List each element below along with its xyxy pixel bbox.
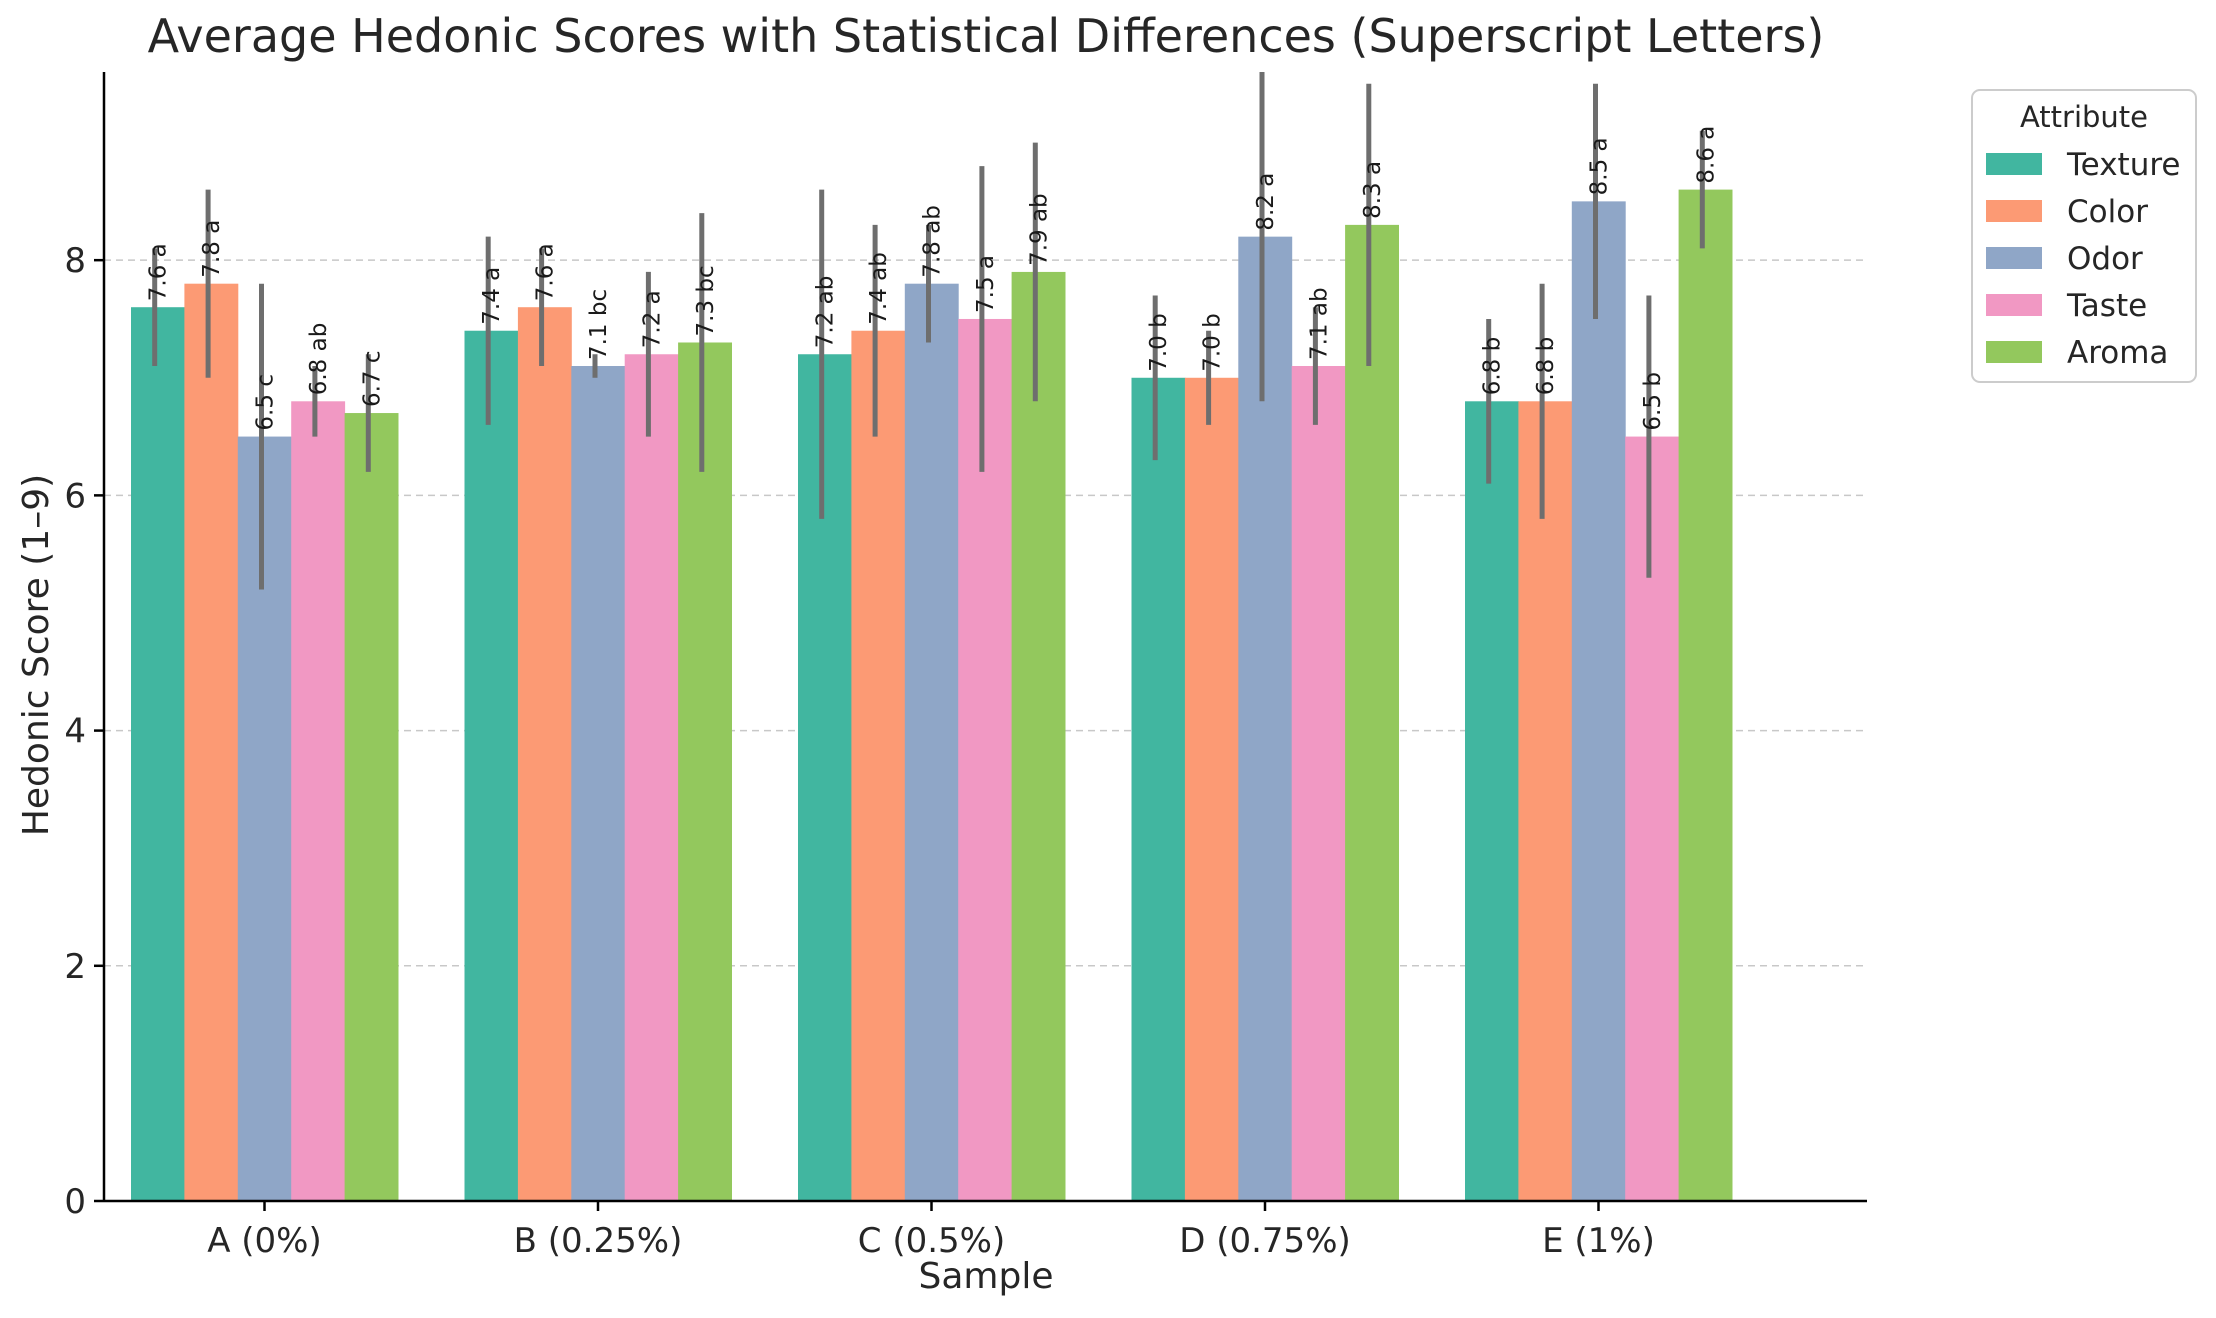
data-label: 7.9 ab <box>1026 193 1052 266</box>
x-tick-label: C (0.5%) <box>858 1221 1005 1261</box>
legend-label-odor: Odor <box>2067 241 2143 277</box>
data-label: 7.1 ab <box>1306 287 1332 360</box>
bar-texture <box>1131 377 1186 1201</box>
legend-swatch-taste <box>1986 294 2042 316</box>
data-label: 7.5 a <box>973 255 999 313</box>
bars <box>131 189 1733 1202</box>
bar-aroma <box>678 342 732 1201</box>
bar-color <box>517 307 572 1201</box>
data-label: 7.6 a <box>533 243 559 301</box>
legend-label-color: Color <box>2067 194 2148 230</box>
bar-aroma <box>1678 189 1733 1201</box>
data-label: 8.5 a <box>1587 137 1613 195</box>
y-ticks: 0 2 4 6 8 <box>64 241 104 1222</box>
bar-texture <box>798 354 852 1201</box>
data-label: 8.3 a <box>1360 161 1386 219</box>
data-labels: 7.6 a 7.8 a 6.5 c 6.8 ab 6.7 c 7.4 a 7.6 a 7.1 … <box>146 126 1720 431</box>
x-tick-label: D (0.75%) <box>1179 1221 1351 1261</box>
bar-texture <box>131 307 185 1201</box>
bar-taste <box>291 401 346 1202</box>
y-tick-label: 2 <box>64 947 86 987</box>
bar-taste <box>1625 436 1680 1202</box>
y-tick-label: 4 <box>64 712 86 752</box>
data-label: 8.2 a <box>1253 173 1279 231</box>
x-axis-label: Sample <box>919 1256 1054 1297</box>
data-label: 7.1 bc <box>586 289 612 360</box>
y-tick-label: 8 <box>64 241 86 281</box>
bar-taste <box>958 318 1013 1201</box>
bar-taste <box>624 354 679 1201</box>
data-label: 7.3 bc <box>693 265 719 336</box>
data-label: 7.8 ab <box>920 205 946 278</box>
bar-odor <box>1238 236 1293 1202</box>
bar-aroma <box>1345 224 1399 1201</box>
legend-swatch-aroma <box>1986 341 2042 363</box>
legend-title: Attribute <box>2020 100 2148 134</box>
data-label: 6.8 ab <box>306 323 332 396</box>
y-axis-label: Hedonic Score (1–9) <box>16 474 57 836</box>
x-ticks: A (0%) B (0.25%) C (0.5%) D (0.75%) E (1%) <box>207 1201 1655 1261</box>
data-label: 7.8 a <box>199 220 225 278</box>
data-label: 6.5 b <box>1640 372 1666 431</box>
bar-color <box>184 283 239 1201</box>
bar-aroma <box>344 413 399 1201</box>
bar-aroma <box>1011 271 1066 1201</box>
data-label: 6.5 c <box>253 374 279 431</box>
legend-swatch-color <box>1986 200 2042 222</box>
x-tick-label: B (0.25%) <box>514 1221 683 1261</box>
x-tick-label: A (0%) <box>207 1221 322 1261</box>
bar-odor <box>1571 201 1626 1202</box>
bar-color <box>1518 401 1573 1202</box>
legend-swatch-texture <box>1986 153 2042 175</box>
data-label: 6.8 b <box>1480 337 1506 396</box>
bar-color <box>851 330 906 1202</box>
legend-label-aroma: Aroma <box>2067 335 2168 371</box>
data-label: 7.2 a <box>639 290 665 348</box>
legend-label-texture: Texture <box>2066 147 2180 183</box>
data-label: 7.2 ab <box>813 276 839 349</box>
chart-title: Average Hedonic Scores with Statistical … <box>148 9 1825 63</box>
data-label: 7.4 a <box>479 267 505 325</box>
data-label: 7.6 a <box>146 243 172 301</box>
error-bars <box>152 72 1705 590</box>
y-tick-label: 6 <box>64 476 86 516</box>
bar-odor <box>904 283 959 1201</box>
legend-swatch-odor <box>1986 247 2042 269</box>
bar-texture <box>464 330 519 1202</box>
data-label: 6.7 c <box>359 351 385 408</box>
bar-taste <box>1291 366 1346 1202</box>
legend: Attribute Texture Color Odor Taste Aroma <box>1971 89 2197 383</box>
legend-items: Texture Color Odor Taste Aroma <box>1986 147 2180 371</box>
legend-label-taste: Taste <box>2066 288 2147 324</box>
data-label: 7.0 b <box>1146 313 1172 372</box>
y-tick-label: 0 <box>64 1182 86 1222</box>
data-label: 7.0 b <box>1200 313 1226 372</box>
bar-odor <box>571 366 626 1202</box>
data-label: 8.6 a <box>1693 126 1719 184</box>
bar-odor <box>237 436 292 1202</box>
data-label: 6.8 b <box>1533 337 1559 396</box>
data-label: 7.4 ab <box>866 252 892 325</box>
bar-texture <box>1465 401 1519 1202</box>
bar-color <box>1184 377 1239 1201</box>
x-tick-label: E (1%) <box>1542 1221 1655 1261</box>
